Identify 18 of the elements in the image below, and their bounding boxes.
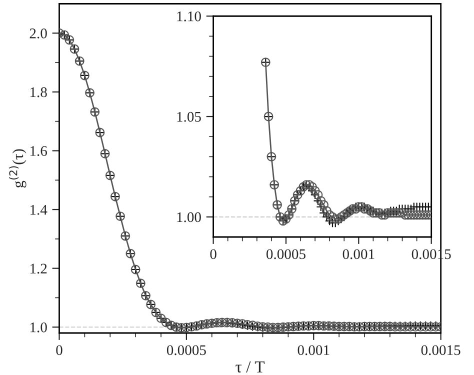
y-tick-label: 1.05 — [177, 112, 201, 122]
y-tick-label: 1.4 — [30, 204, 48, 215]
y-tick-label: 1.10 — [177, 11, 201, 22]
x-axis-title: τ / T — [236, 361, 265, 373]
x-tick-label: 0.0015 — [421, 345, 460, 356]
y-tick-label: 1.2 — [30, 264, 47, 274]
y-tick-label: 1.6 — [30, 146, 48, 156]
y-tick-label: 1.0 — [30, 322, 47, 332]
x-tick-label: 0.001 — [298, 345, 330, 356]
y-tick-label: 2.0 — [30, 28, 47, 38]
y-axis-title: g$^{(2)}$(τ) — [9, 149, 26, 188]
x-tick-label: 0 — [56, 345, 62, 356]
x-tick-label: 0.0005 — [266, 249, 306, 260]
x-tick-label: 0.0005 — [166, 345, 206, 356]
x-tick-label: 0.001 — [342, 249, 374, 260]
y-tick-label: 1.00 — [177, 212, 201, 222]
y-tick-label: 1.8 — [30, 87, 47, 98]
x-tick-label: 0 — [210, 249, 216, 260]
